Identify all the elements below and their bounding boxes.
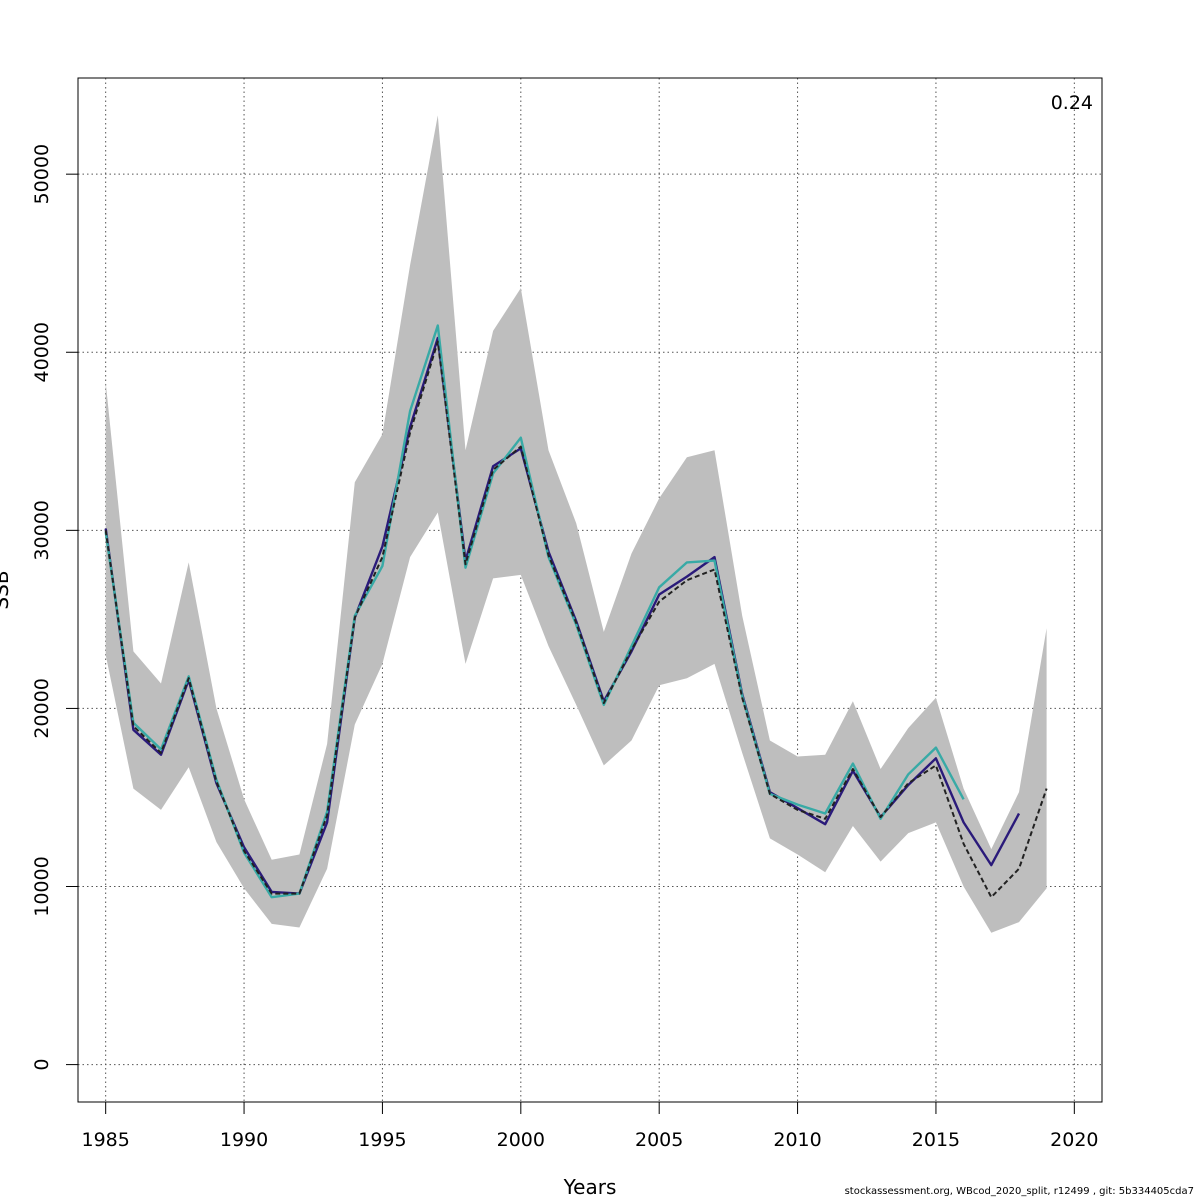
footer-credit: stockassessment.org, WBcod_2020_split, r…	[844, 1186, 1194, 1197]
x-tick-label-2020: 2020	[1050, 1129, 1098, 1151]
y-tick-label-10000: 10000	[31, 856, 53, 916]
y-tick-label-50000: 50000	[31, 144, 53, 204]
x-tick-label-2000: 2000	[497, 1129, 545, 1151]
series-line-2	[104, 324, 965, 899]
series-layer	[104, 324, 1048, 899]
axis-layer: 1985 1990 1995 2000 2005 2010 2015 2020 0 10000 20…	[31, 144, 1099, 1151]
y-tick-label-0: 0	[31, 1059, 53, 1071]
corner-annotation: 0.24	[1051, 92, 1093, 114]
confidence-band-layer	[105, 115, 1047, 933]
y-tick-label-40000: 40000	[31, 322, 53, 382]
y-axis-label: SSB	[0, 570, 13, 609]
x-tick-label-2015: 2015	[912, 1129, 960, 1151]
confidence-band	[105, 115, 1047, 933]
x-tick-label-1990: 1990	[220, 1129, 268, 1151]
series-line-3	[104, 340, 1048, 899]
y-tick-label-30000: 30000	[31, 500, 53, 560]
plot-frame	[77, 77, 1103, 1103]
x-tick-label-1985: 1985	[81, 1129, 129, 1151]
x-tick-label-2010: 2010	[773, 1129, 821, 1151]
series-line-1	[104, 336, 1021, 895]
x-tick-label-1995: 1995	[358, 1129, 406, 1151]
y-tick-label-20000: 20000	[31, 678, 53, 738]
x-axis-label: Years	[563, 1175, 617, 1199]
x-tick-label-2005: 2005	[635, 1129, 683, 1151]
